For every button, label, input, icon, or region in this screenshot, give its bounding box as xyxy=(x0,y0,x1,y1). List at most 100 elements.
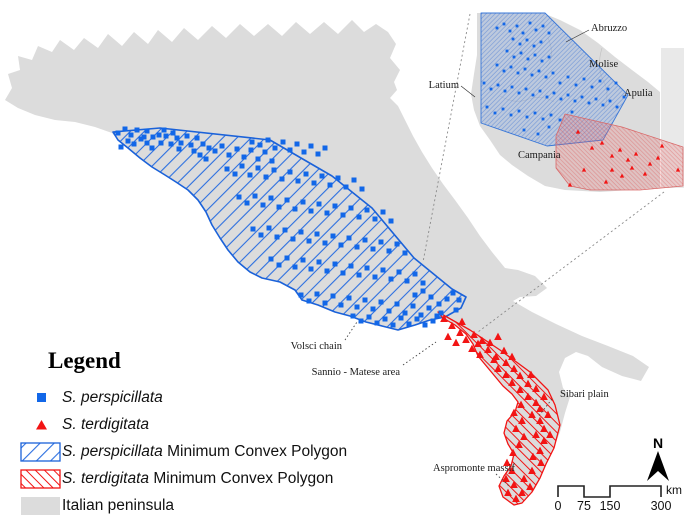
occurrence-point xyxy=(559,97,563,101)
occurrence-point xyxy=(527,370,535,378)
legend-label-perspicillata: S. perspicillata xyxy=(62,388,163,406)
occurrence-point xyxy=(486,338,494,346)
scale-tick-150: 150 xyxy=(600,499,621,513)
occurrence-point xyxy=(647,161,653,166)
occurrence-point xyxy=(558,118,562,122)
occurrence-point xyxy=(271,167,277,173)
label-leader-aspromonte xyxy=(495,473,510,487)
occurrence-point xyxy=(284,197,290,203)
occurrence-point xyxy=(280,139,286,145)
occurrence-point xyxy=(268,256,274,262)
occurrence-point xyxy=(388,218,394,224)
occurrence-point xyxy=(510,480,518,488)
occurrence-point xyxy=(258,232,264,238)
occurrence-point xyxy=(287,147,293,153)
occurrence-point xyxy=(212,148,218,154)
occurrence-point xyxy=(533,111,537,115)
legend: Legend S. perspicillata S. terdigitata S… xyxy=(20,348,350,515)
occurrence-point xyxy=(531,93,535,97)
occurrence-point xyxy=(197,152,203,158)
occurrence-point xyxy=(410,303,416,309)
occurrence-point xyxy=(300,257,306,263)
occurrence-point xyxy=(301,149,307,155)
occurrence-point xyxy=(539,40,543,44)
occurrence-point xyxy=(536,132,540,136)
occurrence-point xyxy=(503,89,507,93)
occurrence-point xyxy=(364,265,370,271)
occurrence-point xyxy=(340,212,346,218)
occurrence-point xyxy=(257,142,263,148)
occurrence-point xyxy=(118,144,124,150)
scale-bar-line xyxy=(557,485,662,498)
occurrence-point xyxy=(306,238,312,244)
occurrence-point xyxy=(322,300,328,306)
inset-perspicillata-points xyxy=(482,21,626,136)
occurrence-point xyxy=(524,392,532,400)
occurrence-point xyxy=(314,231,320,237)
occurrence-point xyxy=(508,352,516,360)
occurrence-point xyxy=(348,263,354,269)
occurrence-point xyxy=(494,364,502,372)
occurrence-point xyxy=(525,115,529,119)
occurrence-point xyxy=(239,163,245,169)
occurrence-point xyxy=(319,173,325,179)
occurrence-point xyxy=(276,204,282,210)
occurrence-point xyxy=(176,146,182,152)
occurrence-point xyxy=(515,440,523,448)
occurrence-point xyxy=(184,133,190,139)
occurrence-point xyxy=(552,91,556,95)
occurrence-point xyxy=(509,65,513,69)
occurrence-point xyxy=(388,276,394,282)
legend-item-italian-peninsula: Italian peninsula xyxy=(20,492,350,515)
inset-perspicillata-mcp-hatch xyxy=(481,13,628,146)
occurrence-point xyxy=(378,299,384,305)
occurrence-point xyxy=(300,199,306,205)
occurrence-point xyxy=(250,226,256,232)
occurrence-point xyxy=(255,156,261,162)
occurrence-point xyxy=(512,494,520,502)
map-label-sibari-plain: Sibari plain xyxy=(560,389,609,400)
occurrence-point xyxy=(338,302,344,308)
occurrence-point xyxy=(509,448,517,456)
occurrence-point xyxy=(536,446,544,454)
occurrence-point xyxy=(490,355,498,363)
occurrence-point xyxy=(346,295,352,301)
occurrence-point xyxy=(434,313,440,319)
inset-label-leader-abruzzo xyxy=(565,29,590,43)
occurrence-point xyxy=(366,314,372,320)
occurrence-point xyxy=(247,172,253,178)
inset-label-campania: Campania xyxy=(518,150,561,161)
inset-terdigitata-mcp-hatch xyxy=(556,114,683,190)
occurrence-point xyxy=(532,430,540,438)
occurrence-point xyxy=(536,404,544,412)
occurrence-point xyxy=(476,350,484,358)
occurrence-point xyxy=(268,195,274,201)
occurrence-point xyxy=(219,143,225,149)
north-arrow-icon xyxy=(647,451,669,481)
occurrence-point xyxy=(573,99,577,103)
occurrence-point xyxy=(444,296,450,302)
occurrence-point xyxy=(526,482,534,490)
occurrence-point xyxy=(420,288,426,294)
perspicillata-mcp-polygon xyxy=(112,127,467,331)
occurrence-point xyxy=(188,142,194,148)
occurrence-point xyxy=(532,44,536,48)
occurrence-point xyxy=(544,410,552,418)
occurrence-point xyxy=(468,344,476,352)
occurrence-point xyxy=(226,152,232,158)
occurrence-point xyxy=(495,63,499,67)
occurrence-point xyxy=(311,180,317,186)
occurrence-point xyxy=(396,269,402,275)
inset-map: Latium Abruzzo Molise Apulia Campania xyxy=(429,12,684,192)
occurrence-point xyxy=(580,95,584,99)
occurrence-point xyxy=(354,244,360,250)
terdigitata-mcp-polygon xyxy=(437,311,561,506)
occurrence-point xyxy=(522,128,526,132)
occurrence-point xyxy=(567,182,573,187)
occurrence-point xyxy=(350,313,356,319)
inset-terdigitata-points xyxy=(567,129,681,187)
occurrence-point xyxy=(372,274,378,280)
occurrence-point xyxy=(575,129,581,134)
inset-connector-line-right xyxy=(477,191,665,333)
occurrence-point xyxy=(529,452,537,460)
